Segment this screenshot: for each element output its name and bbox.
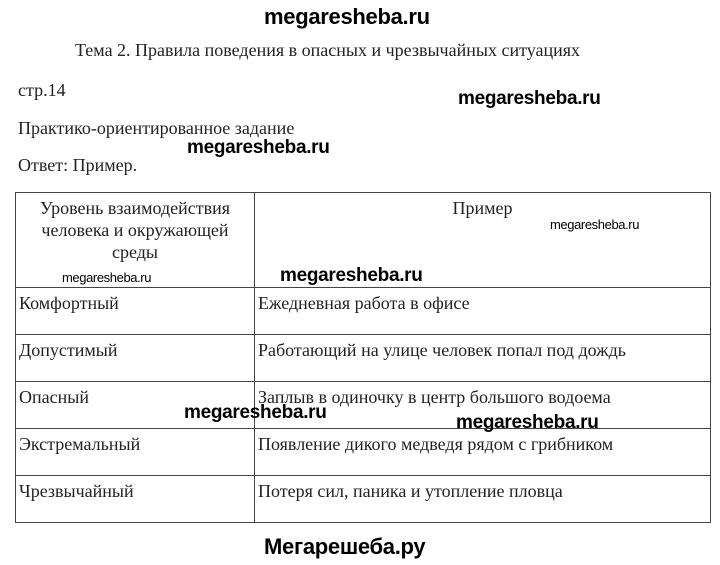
level-cell: Экстремальный (15, 428, 255, 476)
example-cell: Появление дикого медведя рядом с грибник… (254, 428, 711, 476)
levels-table: Уровень взаимодействия человека и окружа… (15, 192, 711, 523)
answer-label: Ответ: Пример. (18, 155, 138, 175)
table-row: Опасный Заплыв в одиночку в центр большо… (15, 381, 711, 429)
example-cell: Ежедневная работа в офисе (254, 287, 711, 335)
watermark-left: megaresheba.ru (187, 137, 330, 158)
table-header-row: Уровень взаимодействия человека и окружа… (15, 192, 711, 288)
watermark-header-small-right: megaresheba.ru (550, 217, 640, 232)
watermark-top: megaresheba.ru (264, 4, 430, 29)
example-cell: Работающий на улице человек попал под до… (254, 334, 711, 382)
watermark-bottom: Мегарешеба.ру (264, 534, 426, 559)
level-cell: Допустимый (15, 334, 255, 382)
task-title: Практико-ориентированное задание (18, 118, 295, 138)
table-row: Чрезвычайный Потеря сил, паника и утопле… (15, 475, 711, 523)
level-cell: Комфортный (15, 287, 255, 335)
watermark-mid-left: megaresheba.ru (184, 402, 327, 423)
page-number: стр.14 (18, 80, 66, 100)
header-level: Уровень взаимодействия человека и окружа… (15, 192, 255, 288)
table-row: Допустимый Работающий на улице человек п… (15, 334, 711, 382)
watermark-mid-right: megaresheba.ru (456, 412, 599, 433)
level-cell: Чрезвычайный (15, 475, 255, 523)
example-cell: Потеря сил, паника и утопление пловца (254, 475, 711, 523)
watermark-header-small-left: megaresheba.ru (62, 270, 152, 285)
watermark-header-bold: megaresheba.ru (280, 265, 423, 286)
table-row: Экстремальный Появление дикого медведя р… (15, 428, 711, 476)
topic-heading: Тема 2. Правила поведения в опасных и чр… (75, 40, 581, 60)
watermark-right: megaresheba.ru (458, 88, 601, 109)
table-row: Комфортный Ежедневная работа в офисе (15, 287, 711, 335)
example-cell: Заплыв в одиночку в центр большого водое… (254, 381, 711, 429)
